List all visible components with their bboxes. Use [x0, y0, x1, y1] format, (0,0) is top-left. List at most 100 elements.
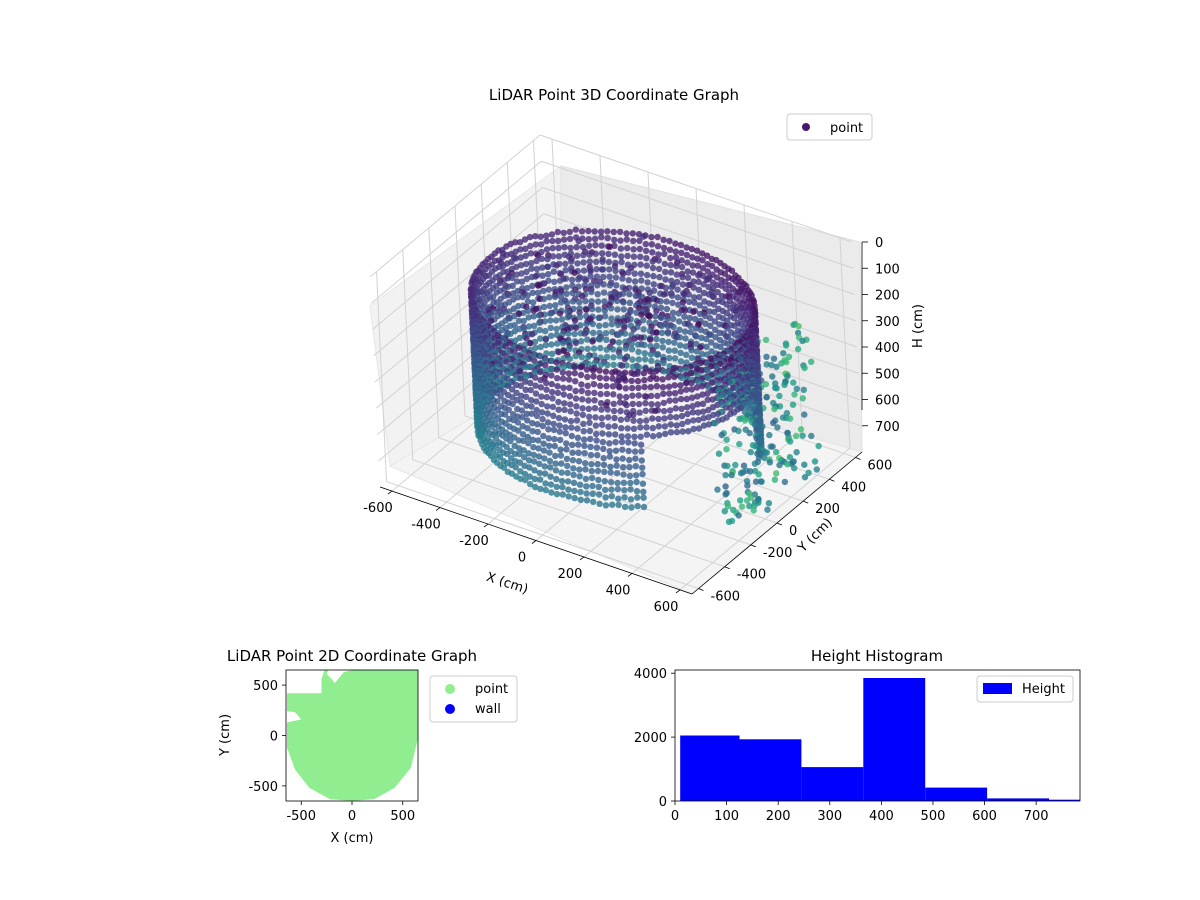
lidar-point: [769, 443, 776, 450]
lidar-point: [630, 253, 638, 260]
lidar-point: [593, 437, 600, 444]
lidar-point: [576, 466, 583, 473]
lidar-point: [787, 438, 794, 445]
hist-x-tick-label: 100: [714, 809, 739, 824]
lidar-point: [543, 350, 550, 357]
lidar-point: [543, 386, 550, 393]
lidar-point: [523, 268, 530, 275]
lidar-point: [549, 253, 557, 260]
lidar-point: [659, 376, 666, 383]
lidar-point: [544, 263, 551, 271]
lidar-point: [572, 395, 580, 402]
histogram-bar: [987, 798, 1049, 801]
lidar-point: [696, 294, 703, 301]
lidar-point: [497, 393, 504, 400]
lidar-point: [548, 350, 556, 357]
hist-x-tick-label: 400: [869, 809, 894, 824]
lidar-point: [538, 255, 545, 262]
lidar-point: [723, 436, 730, 443]
lidar-point: [538, 400, 545, 408]
lidar-point: [591, 352, 598, 359]
histogram-bar: [680, 735, 740, 801]
lidar-point: [746, 502, 753, 510]
lidar-point: [522, 245, 529, 252]
y-tick-mark-3d: [698, 588, 704, 591]
lidar-point: [583, 497, 591, 504]
lidar-point: [536, 460, 543, 467]
lidar-point: [577, 371, 585, 379]
lidar-point: [580, 267, 588, 274]
hist-x-tick-label: 0: [671, 809, 679, 824]
lidar-point: [496, 453, 504, 461]
lidar-point: [676, 334, 683, 341]
x-tick-mark-3d: [579, 556, 585, 561]
lidar-point: [504, 382, 511, 390]
lidar-point: [642, 407, 649, 414]
lidar-point: [703, 252, 711, 259]
lidar-point: [606, 273, 613, 280]
lidar-point: [583, 306, 590, 313]
lidar-point: [666, 237, 673, 245]
lidar-point: [516, 450, 523, 458]
lidar-point: [636, 245, 643, 253]
lidar-point: [707, 363, 715, 370]
lidar-point: [683, 244, 690, 251]
lidar-point: [634, 494, 641, 501]
lidar-point: [643, 255, 650, 262]
lidar-point: [595, 483, 602, 491]
lidar-point: [639, 480, 647, 487]
lidar-point: [669, 299, 676, 307]
lidar-point: [530, 444, 537, 451]
lidar-point: [670, 323, 677, 331]
lidar-point: [692, 333, 700, 340]
legend-3d-box: [786, 113, 873, 141]
lidar-point: [550, 268, 557, 275]
lidar-point: [635, 356, 642, 363]
lidar-point: [677, 349, 684, 357]
lidar-point: [583, 320, 590, 328]
lidar-point: [568, 276, 576, 283]
lidar-point: [525, 307, 532, 314]
lidar-point: [631, 335, 638, 342]
lidar-point: [737, 497, 744, 504]
lidar-point: [667, 421, 674, 428]
lidar-point: [553, 490, 561, 498]
lidar-point: [765, 500, 773, 507]
lidar-point: [547, 324, 554, 332]
lidar-point: [731, 315, 738, 322]
lidar-point: [560, 391, 567, 398]
lidar-point: [688, 386, 695, 393]
lidar-point: [725, 518, 733, 525]
lidar-point: [689, 394, 696, 401]
x-axis-label-3d: X (cm): [484, 570, 530, 598]
lidar-point: [566, 235, 574, 242]
lidar-point: [614, 479, 621, 487]
lidar-point: [801, 461, 808, 468]
lidar-point: [549, 388, 556, 396]
lidar-point: [513, 389, 520, 396]
lidar-point: [582, 285, 590, 293]
lidar-point: [688, 347, 695, 354]
lidar-point: [588, 288, 595, 296]
lidar-point: [694, 393, 701, 400]
lidar-point: [535, 312, 543, 319]
lidar-point: [586, 427, 594, 435]
lidar-point: [628, 504, 635, 511]
lidar-point: [529, 289, 536, 296]
lidar-point: [638, 311, 645, 318]
lidar-point: [599, 438, 607, 446]
lidar-point: [569, 298, 577, 305]
lidar-point: [549, 395, 556, 402]
lidar-point: [525, 314, 532, 321]
lidar-point: [665, 374, 672, 381]
lidar-point: [699, 265, 707, 272]
lidar-point: [682, 379, 690, 387]
lidar-point: [811, 458, 819, 465]
lidar-point: [691, 294, 698, 301]
lidar-point: [582, 460, 589, 467]
lidar-point: [635, 392, 642, 399]
lidar-point: [758, 478, 765, 485]
lidar-point: [672, 397, 679, 404]
lidar-point: [575, 441, 582, 448]
lidar-point: [636, 409, 643, 416]
